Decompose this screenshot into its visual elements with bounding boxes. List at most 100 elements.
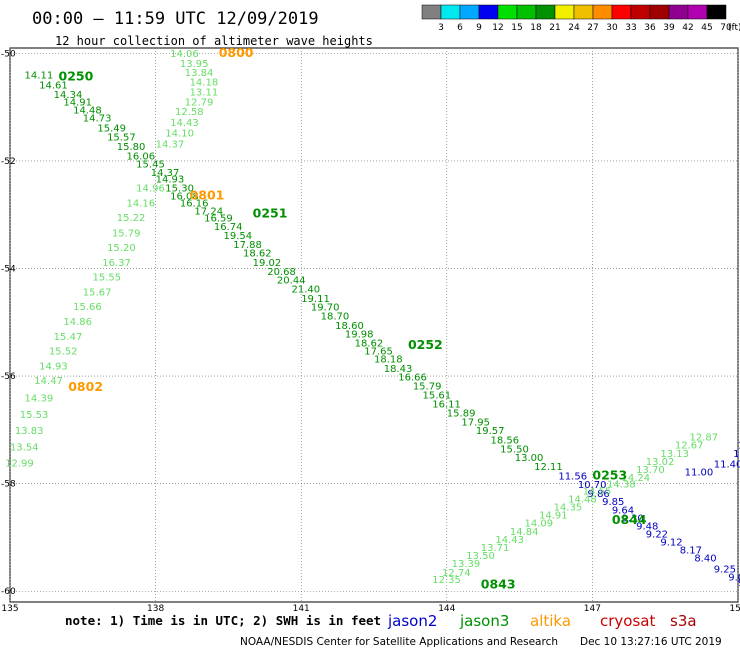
x-tick-label: 147 xyxy=(584,604,601,614)
chart-title: 00:00 — 11:59 UTC 12/09/2019 xyxy=(32,9,319,29)
data-point: 9.12 xyxy=(660,538,682,549)
data-point: 14.84 xyxy=(510,527,539,538)
data-point: 9.48 xyxy=(636,521,658,532)
colorbar-swatch xyxy=(687,4,708,20)
data-point: 16.59 xyxy=(204,214,233,225)
legend-item: altika xyxy=(530,612,571,630)
data-point: 14.18 xyxy=(190,78,219,89)
colorbar-label: 12 xyxy=(492,23,503,33)
colorbar-swatch xyxy=(554,4,575,20)
data-point: 14.91 xyxy=(63,98,92,109)
colorbar-swatch xyxy=(478,4,499,20)
colorbar-label: 45 xyxy=(701,23,712,33)
data-point: 15.22 xyxy=(117,213,146,224)
data-point: 19.57 xyxy=(476,426,505,437)
data-point: 17.95 xyxy=(461,418,490,429)
x-tick-label: 141 xyxy=(293,604,310,614)
data-point: 14.39 xyxy=(25,393,54,404)
data-point: 14.35 xyxy=(554,503,583,514)
data-point: 14.38 xyxy=(607,479,636,490)
data-point: 8.40 xyxy=(694,554,716,565)
x-tick-label: 138 xyxy=(147,604,164,614)
pass-label: 0252 xyxy=(408,337,443,352)
data-point: 9.22 xyxy=(646,529,668,540)
pass-label: 0253 xyxy=(592,467,627,482)
data-point: 19.02 xyxy=(253,258,282,269)
data-point: 19.70 xyxy=(311,302,340,313)
data-point: 18.70 xyxy=(321,312,350,323)
data-point: 16.37 xyxy=(102,258,131,269)
colorbar-label: 33 xyxy=(625,23,636,33)
data-point: 16.74 xyxy=(214,222,243,233)
data-point: 14.24 xyxy=(622,473,651,484)
data-point: 15.50 xyxy=(500,444,529,455)
legend-item: cryosat xyxy=(600,612,655,630)
y-tick-label: -60 xyxy=(1,587,16,597)
colorbar-swatch xyxy=(649,4,670,20)
legend: note: 1) Time is in UTC; 2) SWH is in fe… xyxy=(65,612,697,630)
colorbar-swatch xyxy=(516,4,537,20)
pass-label: 0251 xyxy=(253,205,288,220)
colorbar-label: 6 xyxy=(457,23,463,33)
data-point: 13.02 xyxy=(646,457,675,468)
data-point: 14.55 xyxy=(583,486,612,497)
data-point: 14.91 xyxy=(539,511,568,522)
data-point: 14.10 xyxy=(165,129,194,140)
data-point: 13.70 xyxy=(636,465,665,476)
data-point: 13.71 xyxy=(481,543,510,554)
data-point: 20.68 xyxy=(267,267,296,278)
data-point: 9.86 xyxy=(588,489,610,500)
data-point: 12.58 xyxy=(175,107,204,118)
colorbar-swatch xyxy=(630,4,651,20)
colorbar-label: 18 xyxy=(530,23,542,33)
data-point: 15.61 xyxy=(423,391,452,402)
data-point: 14.96 xyxy=(136,184,165,195)
x-tick-label: 144 xyxy=(438,604,455,614)
data-point: 15.79 xyxy=(112,228,141,239)
data-point: 12.79 xyxy=(185,98,214,109)
data-point: 11.00 xyxy=(685,468,714,479)
data-point: 15.66 xyxy=(73,302,102,313)
data-point: 13.83 xyxy=(15,426,44,437)
data-point: 18.62 xyxy=(243,249,272,260)
data-point: 9.30 xyxy=(622,513,644,524)
data-point: 19.11 xyxy=(301,294,330,305)
data-point: 8.17 xyxy=(680,546,702,557)
colorbar-swatch xyxy=(440,4,461,20)
data-point: 13.84 xyxy=(185,68,214,79)
legend-item: s3a xyxy=(670,612,697,630)
data-point: 12.67 xyxy=(675,441,704,452)
data-point: 14.48 xyxy=(568,494,597,505)
data-point: 10.70 xyxy=(578,480,607,491)
y-tick-label: -54 xyxy=(1,265,16,275)
data-point: 13.11 xyxy=(190,87,219,98)
colorbar-label: 9 xyxy=(476,23,482,33)
legend-item: jason3 xyxy=(459,612,509,630)
data-point: 20.44 xyxy=(277,276,306,287)
data-point: 12.35 xyxy=(432,575,461,586)
legend-item: jason2 xyxy=(387,612,437,630)
colorbar-swatch xyxy=(611,4,632,20)
colorbar-swatch xyxy=(421,4,442,20)
data-point: 14.43 xyxy=(170,118,199,129)
data-point: 9.07 xyxy=(728,572,740,583)
data-point: 16.16 xyxy=(180,199,209,210)
data-point: 14.06 xyxy=(170,49,199,60)
data-point: 14.48 xyxy=(73,106,102,117)
data-point: 18.60 xyxy=(335,321,364,332)
colorbar-swatch xyxy=(706,4,727,20)
data-point: 15.80 xyxy=(117,142,146,153)
data-point: 14.37 xyxy=(156,140,185,151)
data-point: 15.79 xyxy=(413,382,442,393)
data-point: 14.16 xyxy=(126,199,155,210)
data-point: 15.55 xyxy=(93,272,122,283)
data-point: 12.74 xyxy=(442,568,471,579)
colorbar-label: 15 xyxy=(511,23,522,33)
data-point: 11.40 xyxy=(714,460,740,471)
data-point: 14.61 xyxy=(39,80,68,91)
data-point: 13.50 xyxy=(466,551,495,562)
x-tick-label: 135 xyxy=(1,604,18,614)
data-point: 14.93 xyxy=(156,174,185,185)
data-point: 12.99 xyxy=(5,458,34,469)
